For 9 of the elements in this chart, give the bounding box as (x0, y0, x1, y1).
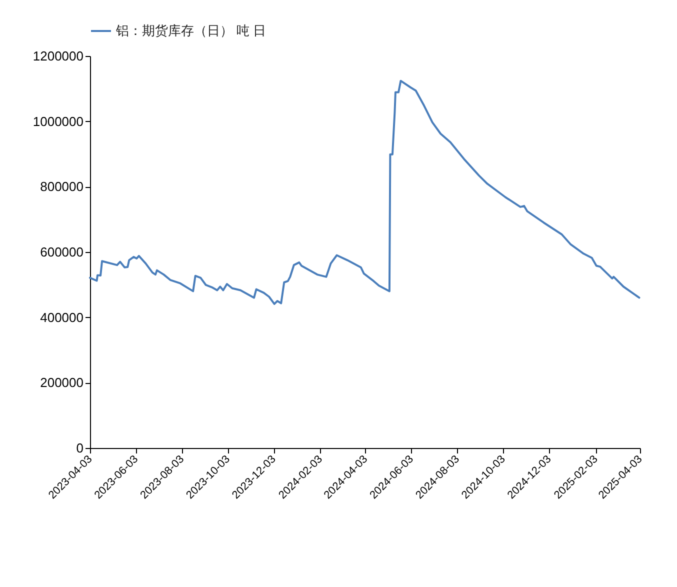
y-tick-label: 200000 (40, 375, 84, 390)
y-tick-label: 1200000 (32, 48, 84, 64)
y-tick-label: 1000000 (32, 114, 84, 129)
y-tick-label: 800000 (40, 179, 84, 194)
y-tick-label: 0 (76, 440, 84, 456)
legend-label: 铝：期货库存（日） 吨 日 (115, 23, 266, 38)
y-tick-label: 400000 (40, 310, 84, 325)
line-series (89, 80, 640, 305)
y-tick-label: 600000 (40, 244, 84, 260)
